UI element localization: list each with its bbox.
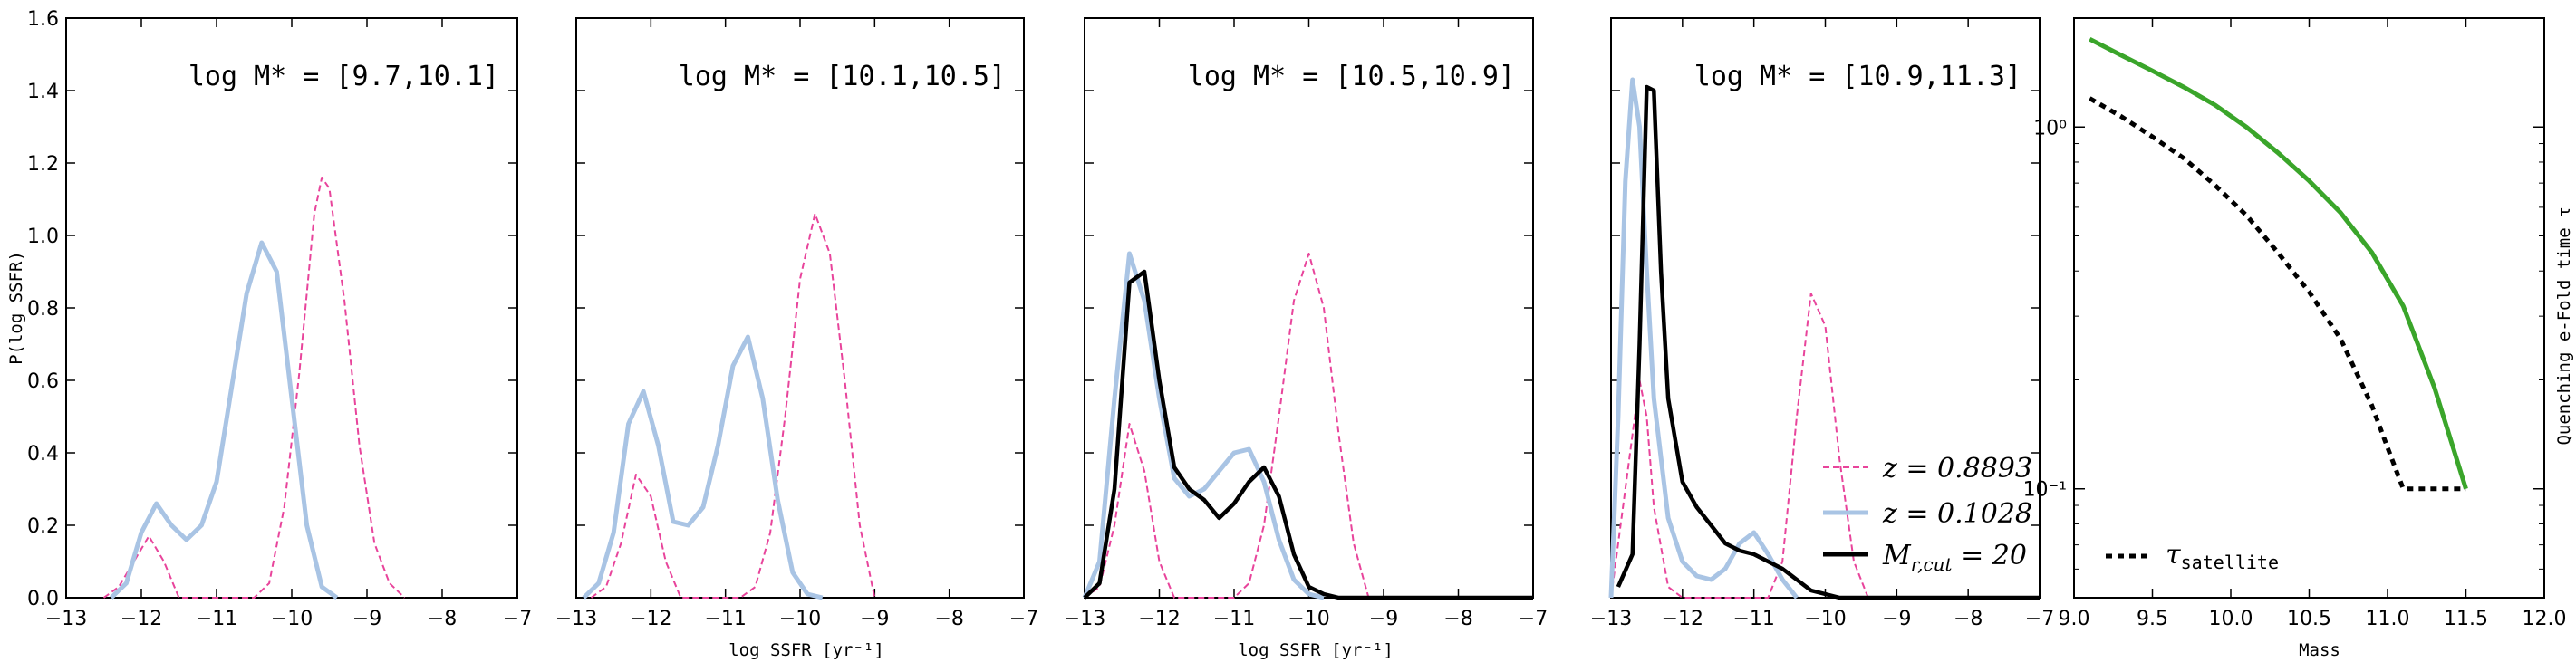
x-tick-label: −9: [1369, 608, 1398, 630]
plot-frame: [2073, 17, 2545, 599]
panel-2: −13 −12 −11 −10 −9 −8 −7 log M* = [10.1,10.5]: [555, 17, 1038, 630]
legend-label-blue: z = 0.1028: [1882, 498, 2032, 530]
y-tick-label: 1.4: [27, 81, 59, 103]
x-tick-label: 11.5: [2444, 608, 2488, 630]
x-tick-label: 10.5: [2287, 608, 2331, 630]
legend: z = 0.8893 z = 0.1028 Mr,cut = 20: [1823, 453, 2032, 575]
x-tick-label: −12: [1662, 608, 1703, 630]
series-line-blue: [1608, 77, 1799, 600]
x-tick-label: 11.0: [2366, 608, 2410, 630]
legend-label-tau-main: τ: [2166, 539, 2181, 571]
series-line-blue: [110, 240, 339, 600]
panel-title: log M* = [9.7,10.1]: [188, 61, 499, 92]
x-tick-label: −11: [1732, 608, 1774, 630]
x-tick-label: −10: [1288, 608, 1329, 630]
x-tick-label: −7: [1519, 608, 1548, 630]
y-tick-label: 10⁻¹: [2023, 479, 2067, 502]
x-tick-label: −8: [934, 608, 963, 630]
y-tick-label: 0.8: [27, 298, 59, 321]
x-tick-label: 12.0: [2523, 608, 2567, 630]
x-tick-label: −10: [271, 608, 313, 630]
y-tick-label: 0.4: [27, 443, 59, 466]
x-axis-label-panel-3: log SSFR [yr⁻¹]: [1238, 640, 1394, 660]
series-line-pink: [1084, 253, 1370, 599]
series-line-black: [1083, 269, 1533, 600]
y-tick-label: 1.2: [27, 153, 59, 176]
x-tick-label: −9: [1882, 608, 1911, 630]
series-line-pink: [590, 213, 876, 599]
y-tick-label: 1.0: [27, 226, 59, 248]
x-tick-label: −7: [1009, 608, 1038, 630]
y-tick-label: 0.2: [27, 515, 59, 538]
series-line-pink: [1610, 293, 1869, 599]
x-tick-label: −12: [1138, 608, 1180, 630]
panel-title: log M* = [10.5,10.9]: [1188, 61, 1515, 92]
legend-label-tau-sub: satellite: [2181, 552, 2279, 573]
series-line-black: [2089, 96, 2466, 492]
x-tick-label: −8: [428, 608, 457, 630]
x-tick-label: 10.0: [2209, 608, 2253, 630]
x-tick-label: 9.5: [2137, 608, 2168, 630]
plot-frame: [575, 17, 1025, 599]
series-line-pink: [102, 177, 406, 599]
x-tick-label: −7: [2025, 608, 2054, 630]
y-tick-label: 1.6: [27, 8, 59, 31]
panel-3: −13 −12 −11 −10 −9 −8 −7 log M* = [10.5,10.9]: [1064, 17, 1548, 630]
legend-label-tau: τsatellite: [2166, 539, 2279, 573]
x-tick-label: −13: [1590, 608, 1632, 630]
x-axis-label-mass: Mass: [2299, 640, 2340, 660]
panel-title: log M* = [10.1,10.5]: [679, 61, 1006, 92]
x-tick-label: 9.0: [2059, 608, 2090, 630]
legend-panel-5: τsatellite: [2106, 539, 2279, 573]
x-tick-label: −13: [45, 608, 87, 630]
legend-label-black-sub: r,cut: [1911, 553, 1954, 575]
x-tick-label: −11: [704, 608, 746, 630]
panel-1: −13 −12 −11 −10 −9 −8 −7 0.0 0.2 0.4 0.6 0.8 1.0 1.2 1…: [27, 8, 532, 630]
legend-label-black: Mr,cut = 20: [1882, 540, 2027, 575]
x-tick-label: −9: [352, 608, 381, 630]
panel-title: log M* = [10.9,11.3]: [1694, 61, 2021, 92]
x-tick-label: −10: [779, 608, 821, 630]
y-tick-label: 0.0: [27, 588, 59, 610]
series-line-black: [1616, 84, 2040, 600]
x-tick-label: −8: [1443, 608, 1472, 630]
series-line-blue: [582, 334, 824, 600]
x-tick-label: −12: [121, 608, 162, 630]
x-tick-label: −7: [503, 608, 532, 630]
panel-4: −13 −12 −11 −10 −9 −8 −7 log M* = [10.9,11.3]: [1590, 17, 2054, 630]
plot-frame: [65, 17, 518, 599]
x-tick-label: −10: [1804, 608, 1846, 630]
y-axis-label: P(log SSFR): [6, 251, 26, 365]
y-tick-label: 10⁰: [2033, 117, 2067, 139]
x-tick-label: −11: [196, 608, 237, 630]
x-tick-label: −9: [860, 608, 889, 630]
panel-5: 9.0 9.5 10.0 10.5 11.0 11.5 12.0 10⁰ 10⁻¹: [2023, 17, 2567, 630]
x-tick-label: −13: [555, 608, 597, 630]
y-axis-label-quenching: Quenching e-Fold time τ: [2554, 206, 2574, 445]
x-tick-label: −12: [630, 608, 671, 630]
x-tick-label: −11: [1213, 608, 1255, 630]
x-tick-label: −8: [1954, 608, 1983, 630]
legend-label-black-main: M: [1882, 540, 1912, 571]
x-axis-label-panel-2: log SSFR [yr⁻¹]: [728, 640, 884, 660]
series-line-blue: [1082, 251, 1325, 600]
legend-label-pink: z = 0.8893: [1882, 453, 2032, 485]
series-line-green: [2089, 36, 2468, 490]
y-tick-label: 0.6: [27, 370, 59, 393]
x-tick-label: −13: [1064, 608, 1105, 630]
legend-label-black-tail: = 20: [1953, 540, 2027, 571]
